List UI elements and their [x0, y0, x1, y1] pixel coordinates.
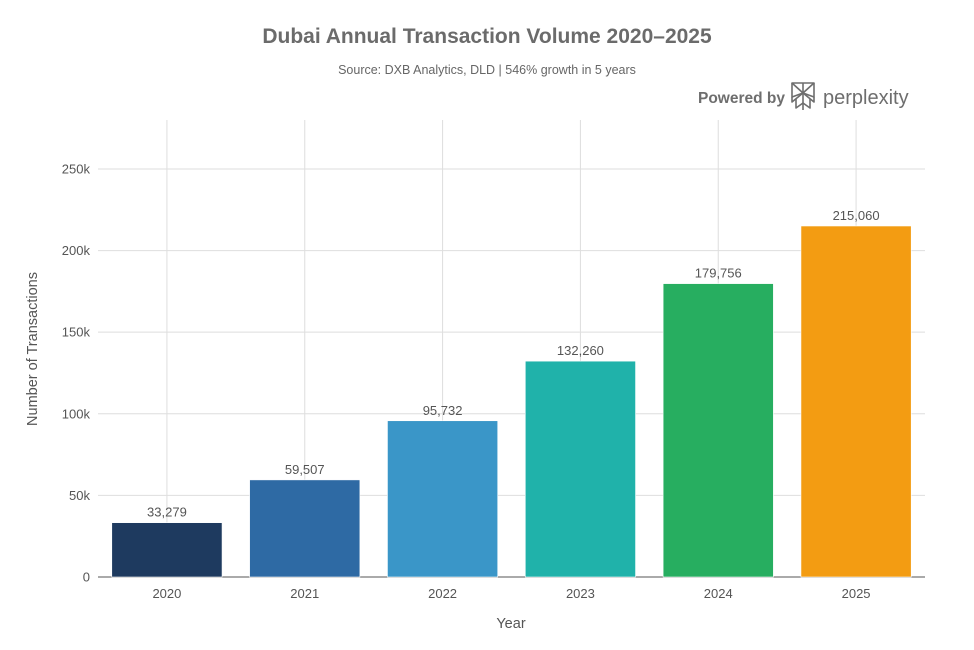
data-label-2023: 132,260 — [557, 343, 604, 358]
y-axis-ticks: 0 50k 100k 150k 200k 250k — [62, 161, 91, 584]
powered-by-text: Powered by — [698, 90, 785, 107]
y-tick-label: 150k — [62, 325, 91, 340]
y-tick-label: 50k — [69, 488, 90, 503]
bar-2022 — [387, 420, 499, 578]
x-axis-ticks: 2020 2021 2022 2023 2024 2025 — [152, 586, 870, 601]
x-tick-label: 2023 — [566, 586, 595, 601]
x-tick-label: 2020 — [152, 586, 181, 601]
data-label-2025: 215,060 — [833, 208, 880, 223]
data-labels: 33,279 59,507 95,732 132,260 179,756 215,060 — [147, 208, 880, 520]
bars — [111, 225, 912, 578]
data-label-2022: 95,732 — [423, 403, 463, 418]
data-label-2020: 33,279 — [147, 505, 187, 520]
x-axis-title: Year — [496, 616, 525, 632]
chart-title: Dubai Annual Transaction Volume 2020–202… — [262, 25, 712, 48]
brand-name: perplexity — [823, 87, 909, 109]
y-tick-label: 250k — [62, 161, 91, 176]
powered-by-branding: Powered by perplexity — [698, 82, 909, 110]
x-tick-label: 2021 — [290, 586, 319, 601]
y-tick-label: 100k — [62, 406, 91, 421]
bar-2024 — [662, 283, 774, 578]
y-axis-title: Number of Transactions — [25, 272, 41, 426]
perplexity-logo-icon — [791, 82, 815, 110]
y-tick-label: 200k — [62, 243, 91, 258]
bar-2025 — [800, 225, 912, 578]
bar-2020 — [111, 522, 223, 578]
y-tick-label: 0 — [83, 570, 90, 585]
chart-subtitle: Source: DXB Analytics, DLD | 546% growth… — [338, 63, 636, 77]
bar-2023 — [524, 360, 636, 578]
x-tick-label: 2025 — [842, 586, 871, 601]
x-tick-label: 2024 — [704, 586, 733, 601]
data-label-2024: 179,756 — [695, 266, 742, 281]
bar-2021 — [249, 479, 361, 578]
data-label-2021: 59,507 — [285, 462, 325, 477]
x-tick-label: 2022 — [428, 586, 457, 601]
